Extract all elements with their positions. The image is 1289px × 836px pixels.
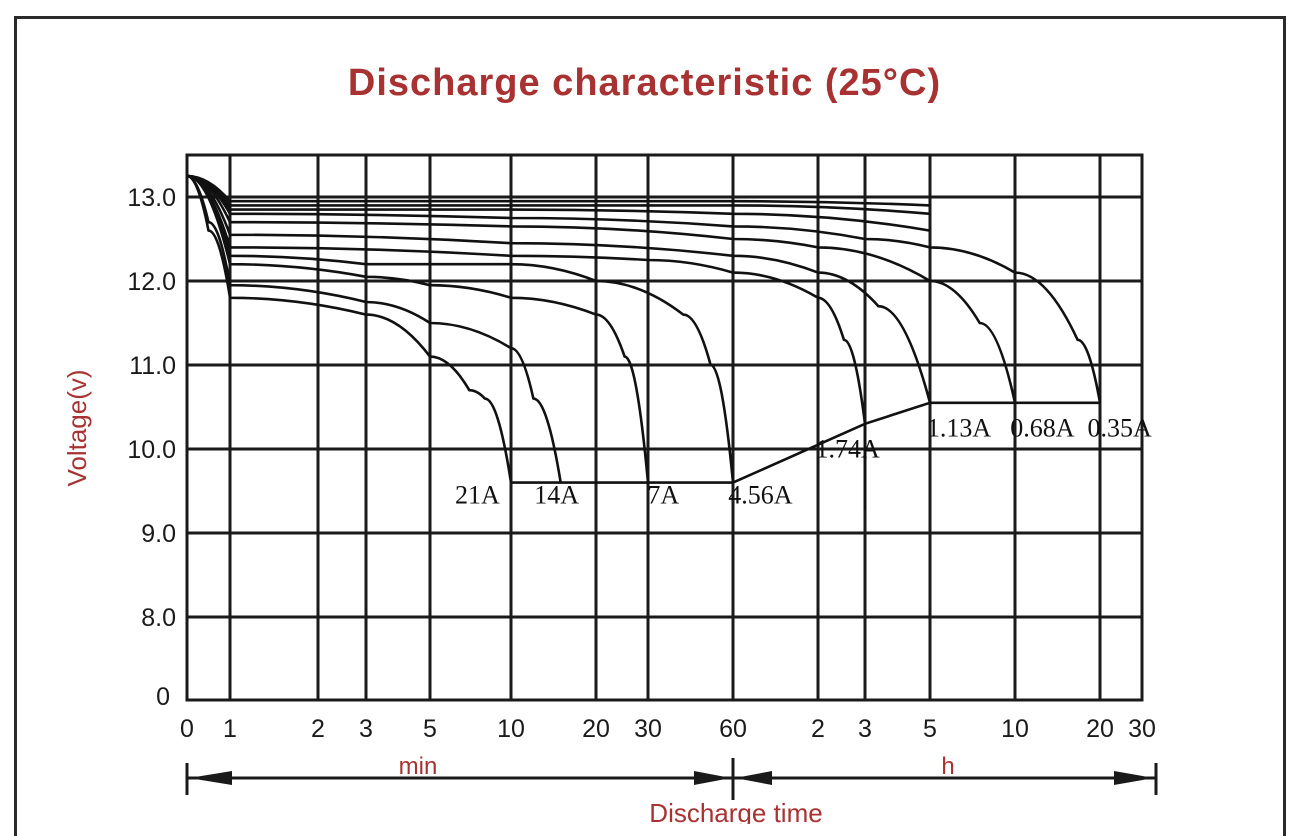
x-tick-label: 30 bbox=[634, 715, 662, 743]
arrow-right bbox=[1114, 771, 1154, 785]
tick-labels: 13.0 12.0 11.0 10.0 9.0 8.0 00 1 2 3 5 10 20 30 60 2 3 5 1… bbox=[127, 184, 1156, 743]
discharge-curve bbox=[186, 174, 931, 207]
x-tick-label: 10 bbox=[1001, 715, 1029, 743]
curve-label: 4.56A bbox=[728, 481, 793, 510]
discharge-curve-0.68A bbox=[186, 174, 1017, 404]
curves bbox=[186, 174, 1102, 510]
x-axis-label: Discharge time bbox=[649, 798, 822, 824]
discharge-curve-0.35A bbox=[186, 174, 1102, 404]
discharge-curve bbox=[186, 174, 931, 232]
discharge-curve-4.56A bbox=[186, 174, 735, 483]
x-tick-label: 3 bbox=[858, 715, 872, 743]
y-tick-label: 12.0 bbox=[127, 268, 176, 296]
discharge-curve-1.13A bbox=[186, 174, 932, 404]
y-axis-label: Voltage(v) bbox=[62, 369, 92, 486]
curve-label: 21A bbox=[455, 481, 500, 510]
curve-label: 1.74A bbox=[816, 434, 881, 463]
end-voltage-line bbox=[511, 401, 1100, 484]
discharge-curve-7A bbox=[186, 174, 650, 483]
y-tick-label: 13.0 bbox=[127, 184, 176, 212]
discharge-curve bbox=[186, 174, 931, 216]
arrow-mid-left bbox=[694, 771, 731, 785]
curve-label: 0.35A bbox=[1087, 413, 1152, 442]
time-axis-arrows bbox=[185, 758, 1158, 800]
chart-title: Discharge characteristic (25°C) bbox=[347, 62, 942, 104]
x-tick-label: 60 bbox=[719, 715, 747, 743]
discharge-curve-14A bbox=[186, 174, 562, 483]
x-tick-label: 3 bbox=[359, 715, 373, 743]
y-tick-label: 0 bbox=[156, 683, 170, 711]
curve-label: 7A bbox=[647, 481, 679, 510]
curve-label: 1.13A bbox=[927, 413, 992, 442]
min-section-label: min bbox=[399, 753, 438, 780]
y-tick-label: 10.0 bbox=[127, 436, 176, 464]
x-tick-label: 2 bbox=[311, 715, 325, 743]
x-tick-label: 0 bbox=[180, 715, 194, 743]
x-tick-label: 10 bbox=[497, 715, 525, 743]
discharge-curve-1.74A bbox=[186, 174, 867, 424]
curve-label: 14A bbox=[534, 481, 579, 510]
x-tick-label: 5 bbox=[923, 715, 937, 743]
y-tick-label: 11.0 bbox=[129, 352, 176, 380]
x-tick-label: 30 bbox=[1128, 715, 1156, 743]
arrow-mid-right bbox=[735, 771, 772, 785]
x-tick-label: 20 bbox=[582, 715, 610, 743]
y-tick-label: 9.0 bbox=[141, 520, 176, 548]
grid bbox=[185, 153, 1144, 702]
discharge-curve-21A bbox=[186, 174, 513, 483]
hour-section-label: h bbox=[941, 753, 954, 780]
curve-label: 0.68A bbox=[1010, 413, 1075, 442]
y-tick-label: 8.0 bbox=[141, 604, 176, 632]
arrow-left bbox=[189, 771, 232, 785]
x-tick-label: 1 bbox=[223, 715, 237, 743]
x-tick-label: 2 bbox=[811, 715, 825, 743]
x-tick-label: 20 bbox=[1086, 715, 1114, 743]
x-tick-label: 5 bbox=[423, 715, 437, 743]
curve-labels: 21A 14A 7A 4.56A 1.74A 1.13A 0.68A 0.35A bbox=[455, 413, 1152, 509]
chart-frame bbox=[14, 16, 1286, 836]
